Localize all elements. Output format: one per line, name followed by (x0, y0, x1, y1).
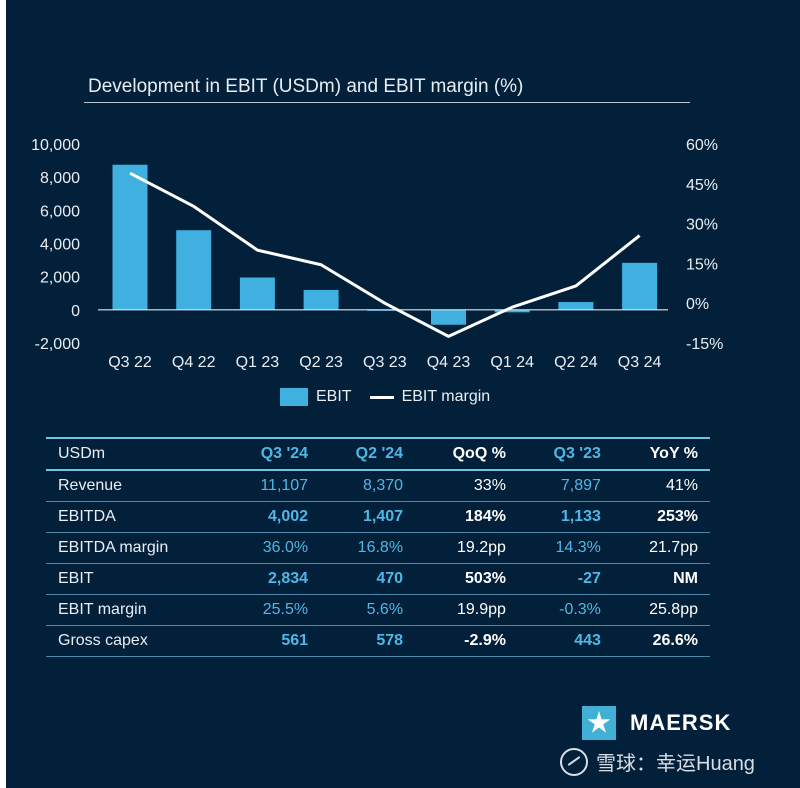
ebit-bar (303, 289, 339, 310)
table-cell: 7,897 (517, 470, 613, 502)
table-header-row: USDm Q3 '24 Q2 '24 QoQ % Q3 '23 YoY % (46, 438, 710, 471)
row-label: Revenue (46, 470, 225, 502)
table-cell: 19.2pp (415, 532, 518, 564)
ebit-chart: 10,000 8,000 6,000 4,000 2,000 0 -2,000 60% 45% 3… (31, 137, 723, 371)
watermark-text: 雪球：幸运Huang (596, 753, 755, 775)
table-cell: 36.0% (224, 532, 321, 564)
x-tick-label: Q4 23 (427, 354, 471, 371)
x-tick-label: Q1 24 (490, 354, 534, 371)
table-cell: 470 (320, 563, 416, 595)
report-panel (6, 0, 800, 788)
y-right-tick-label: 45% (686, 177, 718, 194)
maersk-brand: MAERSK (582, 706, 731, 740)
star-icon (582, 706, 616, 740)
table-cell: 1,133 (517, 501, 613, 533)
y-right-tick-label: 60% (686, 137, 718, 154)
table-cell: 443 (517, 625, 613, 657)
financials-table: USDm Q3 '24 Q2 '24 QoQ % Q3 '23 YoY % Re… (46, 437, 710, 657)
y-left-tick-label: -2,000 (35, 336, 80, 353)
table-cell: 4,002 (224, 501, 321, 533)
table-cell: 8,370 (320, 470, 416, 502)
y-left-tick-label: 0 (71, 303, 80, 320)
ebit-bar (112, 164, 148, 310)
table-cell: 253% (612, 501, 710, 533)
y-right-tick-label: -15% (686, 336, 723, 353)
table-cell: 41% (612, 470, 710, 502)
row-label: EBITDA margin (46, 532, 225, 564)
snowball-logo-icon (560, 747, 588, 776)
ebit-bar (176, 230, 212, 310)
table-row: EBITDA 4,002 1,407 184% 1,133 253% (46, 501, 710, 533)
table-cell: -2.9% (415, 625, 518, 657)
header-q3-23: Q3 '23 (517, 438, 613, 471)
table-cell: -0.3% (517, 594, 613, 626)
y-left-tick-label: 2,000 (40, 270, 80, 287)
y-left-tick-label: 6,000 (40, 203, 80, 220)
table-row: Revenue 11,107 8,370 33% 7,897 41% (46, 470, 710, 502)
x-tick-label: Q1 23 (236, 354, 280, 371)
row-label: EBIT margin (46, 594, 225, 626)
ebit-bar (239, 277, 275, 310)
table-body: Revenue 11,107 8,370 33% 7,897 41% EBITDA 4,002… (46, 470, 710, 657)
y-left-tick-label: 8,000 (40, 170, 80, 187)
x-tick-label: Q2 24 (554, 354, 598, 371)
row-label: EBIT (46, 563, 225, 595)
table-cell: 561 (224, 625, 321, 657)
title-divider (84, 102, 690, 103)
table-cell: 21.7pp (612, 532, 710, 564)
table-cell: 25.8pp (612, 594, 710, 626)
table-cell: 25.5% (224, 594, 321, 626)
legend-margin-swatch (369, 395, 394, 399)
y-left-tick-label: 10,000 (31, 137, 80, 154)
table-cell: 11,107 (224, 470, 321, 502)
header-q3-24: Q3 '24 (224, 438, 321, 471)
header-q2-24: Q2 '24 (320, 438, 416, 471)
table-cell: 26.6% (612, 625, 710, 657)
y-right-tick-label: 15% (686, 256, 718, 273)
table-cell: 19.9pp (415, 594, 518, 626)
table-cell: 1,407 (320, 501, 416, 533)
table-row: EBIT margin 25.5% 5.6% 19.9pp -0.3% 25.8pp (46, 594, 710, 626)
table-cell: 33% (415, 470, 518, 502)
y-right-tick-label: 0% (686, 296, 709, 313)
x-tick-label: Q2 23 (299, 354, 343, 371)
table-cell: 503% (415, 563, 518, 595)
y-right-tick-label: 30% (686, 217, 718, 234)
table-cell: 578 (320, 625, 416, 657)
x-tick-label: Q4 22 (172, 354, 216, 371)
table-row: Gross capex 561 578 -2.9% 443 26.6% (46, 625, 710, 657)
ebit-bar (558, 302, 594, 310)
chart-legend: EBIT EBIT margin (280, 386, 490, 408)
x-tick-label: Q3 24 (618, 354, 662, 371)
x-tick-label: Q3 23 (363, 354, 407, 371)
header-usdm: USDm (46, 438, 225, 471)
x-tick-label: Q3 22 (108, 354, 152, 371)
legend-ebit-swatch (280, 388, 308, 406)
legend-ebit-label: EBIT (316, 388, 352, 405)
table-cell: 2,834 (224, 563, 321, 595)
y-left-tick-label: 4,000 (40, 237, 80, 254)
table-cell: 16.8% (320, 532, 416, 564)
ebit-bar (494, 309, 530, 313)
row-label: EBITDA (46, 501, 225, 533)
header-qoq: QoQ % (415, 438, 518, 471)
chart-title: Development in EBIT (USDm) and EBIT marg… (88, 76, 524, 97)
row-label: Gross capex (46, 625, 225, 657)
header-yoy: YoY % (612, 438, 710, 471)
legend-margin-label: EBIT margin (401, 388, 491, 405)
table-row: EBITDA margin 36.0% 16.8% 19.2pp 14.3% 21.7pp (46, 532, 710, 564)
watermark: 雪球：幸运Huang (560, 747, 755, 776)
table-cell: 5.6% (320, 594, 416, 626)
table-cell: 184% (415, 501, 518, 533)
table-cell: NM (612, 563, 710, 595)
ebit-bar (431, 309, 466, 325)
ebit-margin-line (129, 171, 641, 338)
brand-name: MAERSK (630, 710, 732, 735)
table-cell: -27 (517, 563, 613, 595)
ebit-bar (622, 262, 658, 310)
table-row: EBIT 2,834 470 503% -27 NM (46, 563, 710, 595)
table-cell: 14.3% (517, 532, 613, 564)
